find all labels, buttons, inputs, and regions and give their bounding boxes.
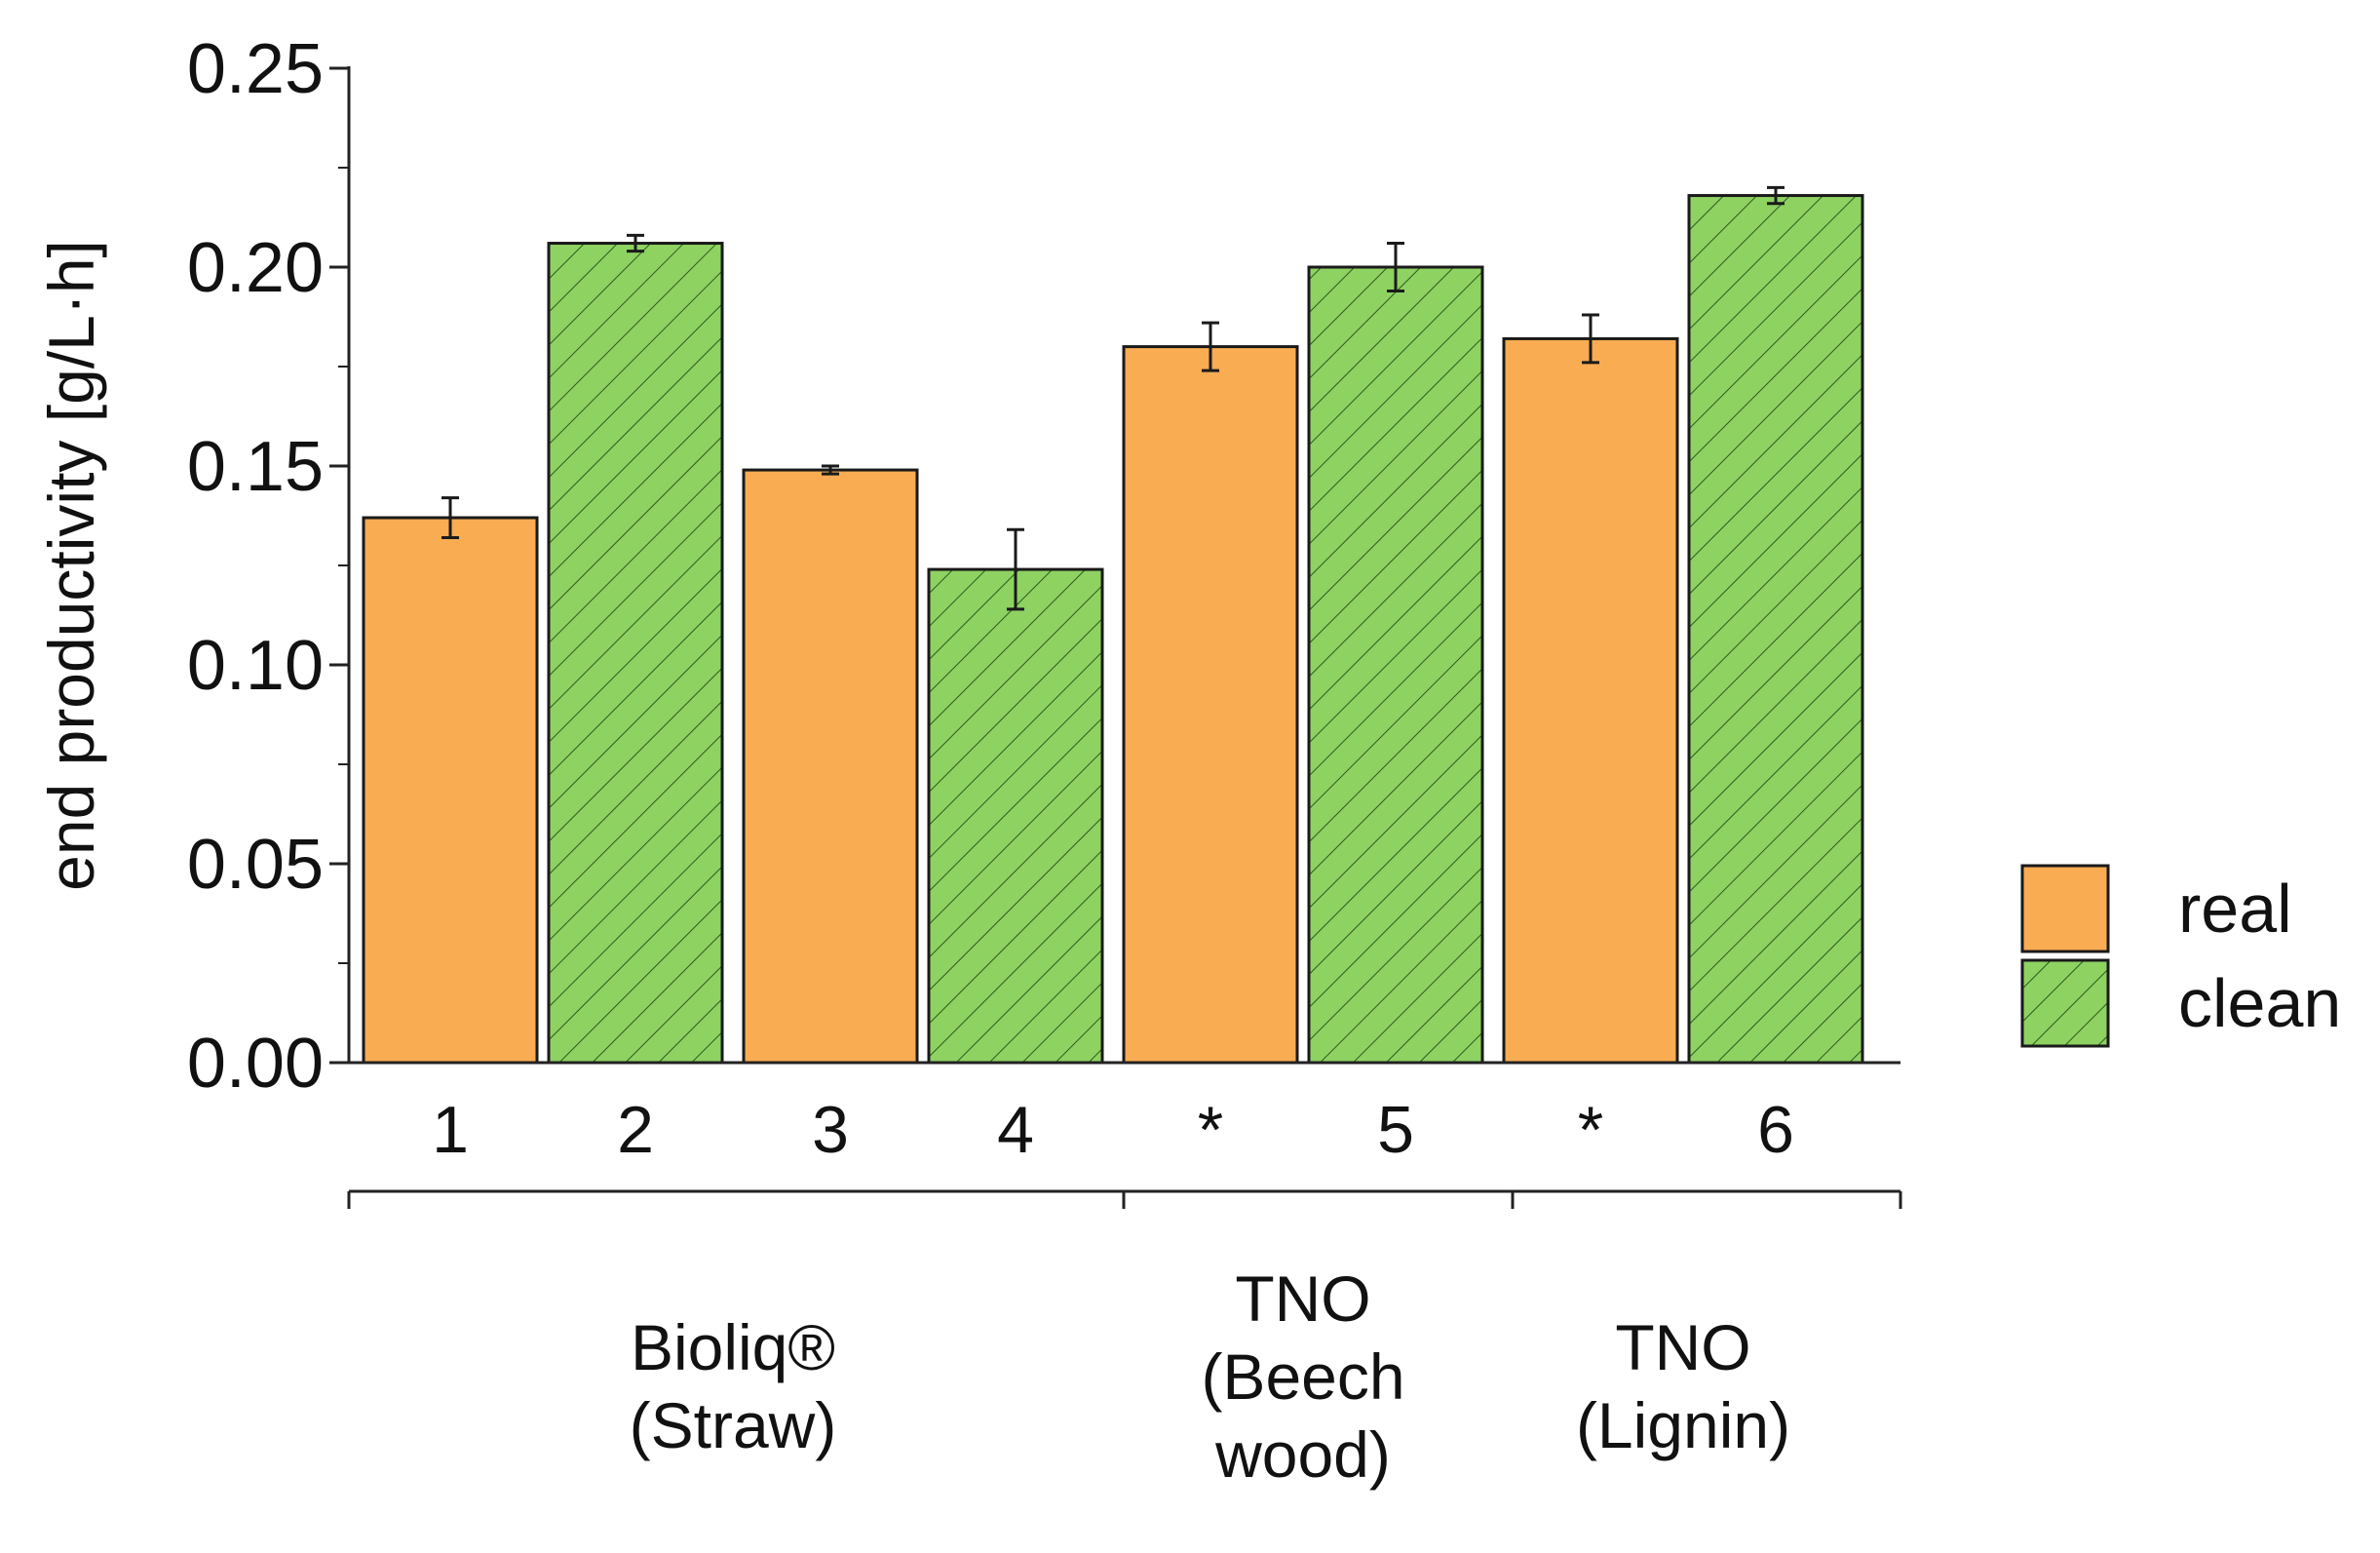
legend-label-real: real — [2178, 871, 2292, 947]
legend-swatch-real — [2020, 864, 2110, 953]
x-tick-label: 6 — [1757, 1093, 1794, 1167]
x-tick-label: * — [1578, 1093, 1603, 1167]
y-tick-label: 0.00 — [187, 1025, 324, 1103]
legend-swatch-clean — [2020, 958, 2110, 1048]
y-tick-label: 0.05 — [187, 826, 324, 904]
bar-clean-4 — [927, 567, 1104, 1065]
y-tick-label: 0.15 — [187, 428, 324, 506]
group-label: Bioliq® — [631, 1311, 835, 1383]
bar-clean-2 — [547, 242, 724, 1065]
x-tick-label: 2 — [617, 1093, 654, 1167]
x-tick-label: 3 — [812, 1093, 849, 1167]
group-label: (Beech — [1201, 1340, 1404, 1413]
group-label: wood) — [1214, 1418, 1391, 1491]
bar-real-1 — [362, 516, 539, 1065]
bar-real-7 — [1502, 336, 1679, 1065]
x-tick-label: 5 — [1377, 1093, 1414, 1167]
group-label: (Lignin) — [1576, 1389, 1790, 1461]
group-label: (Straw) — [630, 1389, 837, 1461]
legend: real clean — [2020, 864, 2341, 1048]
group-label: TNO — [1235, 1262, 1370, 1335]
bar-clean-8 — [1687, 194, 1864, 1065]
group-label: TNO — [1615, 1311, 1750, 1383]
bar-clean-6 — [1307, 265, 1484, 1065]
x-tick-label: 1 — [432, 1093, 469, 1167]
x-tick-label: * — [1198, 1093, 1223, 1167]
bar-real-5 — [1122, 345, 1299, 1065]
y-tick-label: 0.20 — [187, 229, 324, 307]
plot-area: 0.00 0.05 0.10 0.15 0.20 0.25 end productivity… — [35, 30, 1902, 1491]
y-tick-label: 0.10 — [187, 627, 324, 705]
x-tick-label: 4 — [997, 1093, 1034, 1167]
y-axis-title: end productivity [g/L·h] — [35, 240, 107, 891]
bar-real-3 — [742, 468, 919, 1065]
legend-label-clean: clean — [2178, 965, 2341, 1041]
y-tick-label: 0.25 — [187, 30, 324, 108]
